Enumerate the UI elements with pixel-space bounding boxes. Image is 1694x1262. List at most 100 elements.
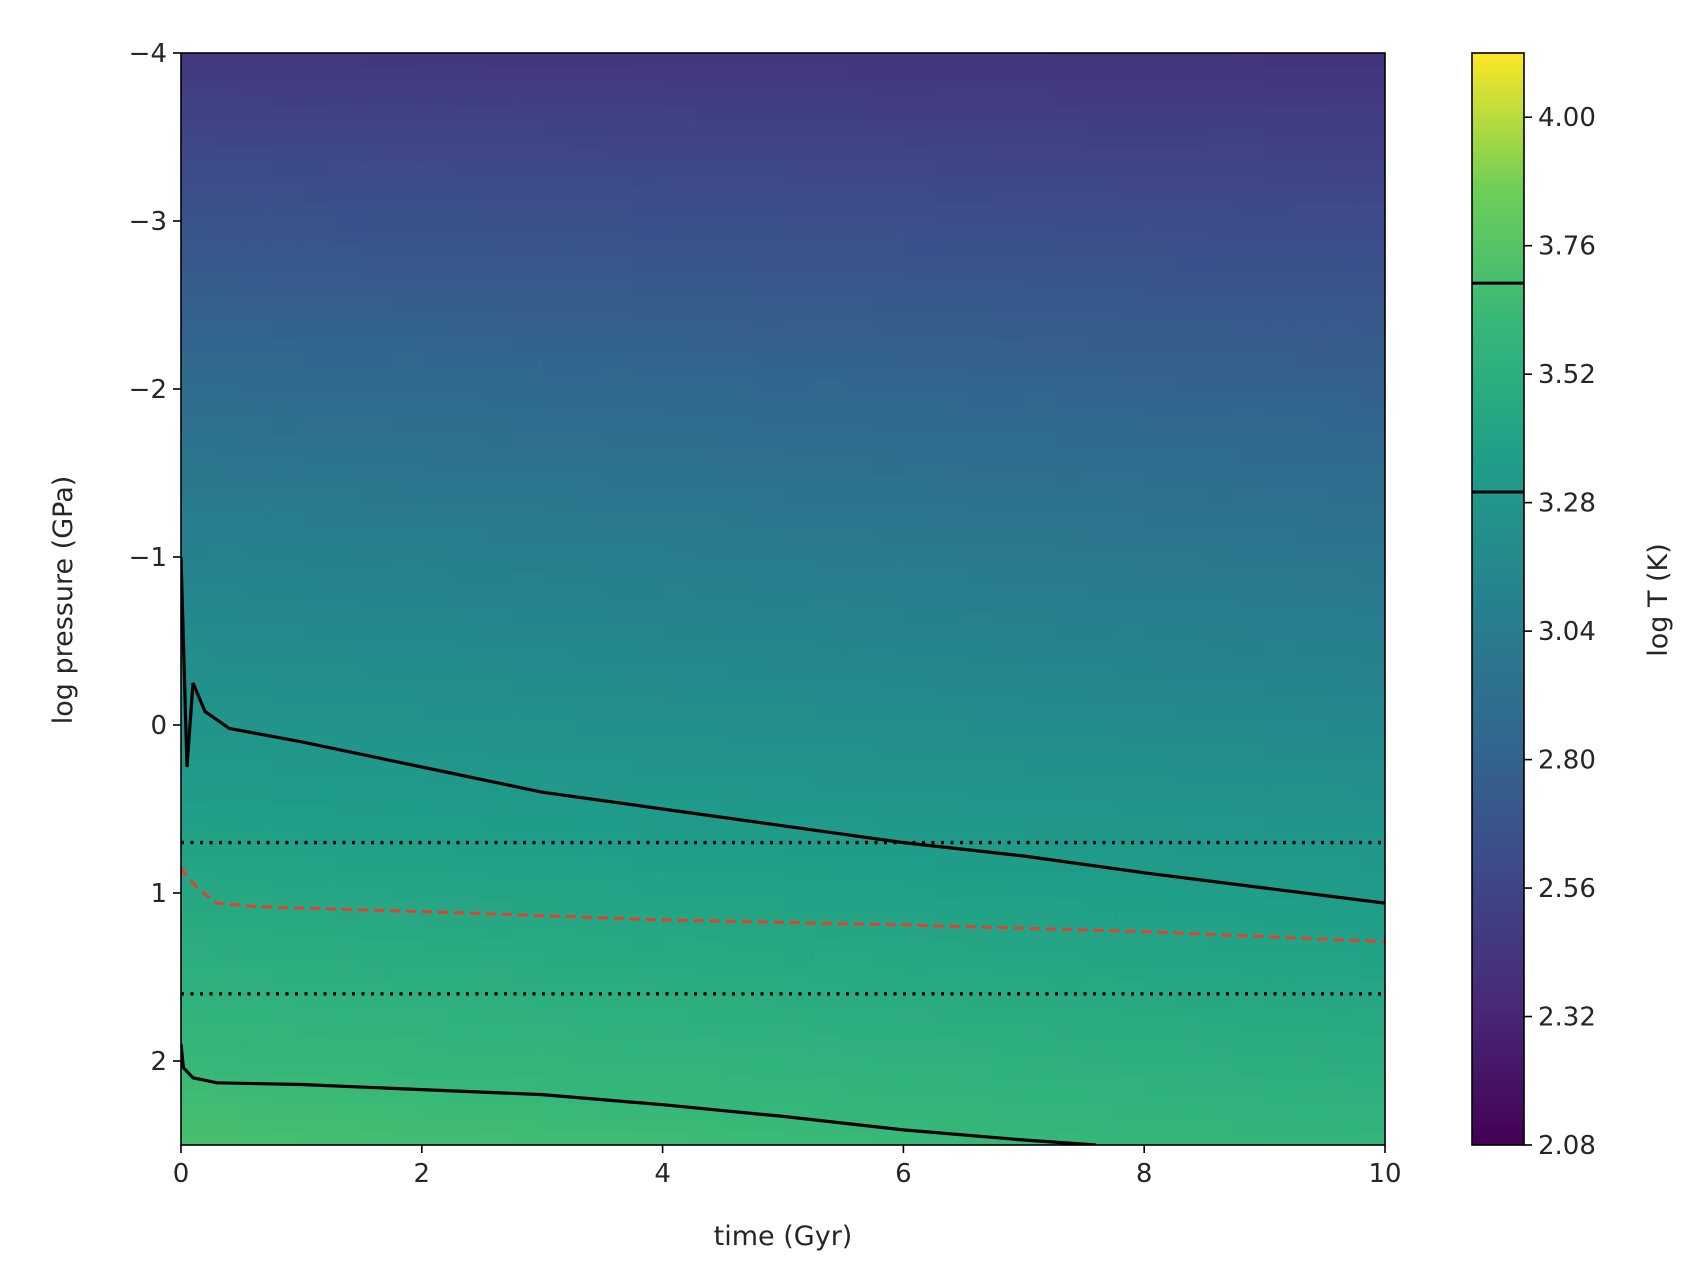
field-cell <box>512 571 543 586</box>
field-cell <box>331 735 363 750</box>
field-cell <box>451 203 483 218</box>
field-cell <box>662 1063 694 1078</box>
field-cell <box>813 680 844 696</box>
field-cell <box>482 735 513 750</box>
field-cell <box>813 93 844 109</box>
field-cell <box>722 667 754 682</box>
field-cell <box>572 421 603 436</box>
field-cell <box>542 735 573 750</box>
field-cell <box>1114 803 1145 818</box>
field-cell <box>572 517 603 532</box>
field-cell <box>963 162 995 177</box>
field-cell <box>271 216 302 232</box>
field-cell <box>361 380 393 395</box>
field-cell <box>1234 80 1266 95</box>
field-cell <box>662 230 694 245</box>
field-cell <box>602 1104 634 1119</box>
field-cell <box>752 831 784 846</box>
field-cell <box>572 653 603 668</box>
field-cell <box>933 407 965 423</box>
field-cell <box>482 817 513 832</box>
field-cell <box>602 1022 634 1037</box>
field-cell <box>1174 353 1205 368</box>
field-cell <box>993 599 1025 614</box>
field-cell <box>783 80 814 95</box>
field-cell <box>361 653 393 668</box>
field-cell <box>1204 80 1236 95</box>
field-cell <box>692 599 724 614</box>
field-cell <box>211 285 242 300</box>
field-cell <box>813 312 844 327</box>
field-cell <box>271 244 302 259</box>
field-cell <box>421 817 453 832</box>
field-cell <box>602 639 634 655</box>
field-cell <box>1023 244 1055 259</box>
field-cell <box>1023 489 1055 505</box>
field-cell <box>241 366 272 382</box>
field-cell <box>391 994 423 1010</box>
field-cell <box>963 735 995 750</box>
field-cell <box>933 189 965 204</box>
field-cell <box>421 680 453 696</box>
field-cell <box>181 762 212 778</box>
field-cell <box>1174 462 1205 477</box>
field-cell <box>361 981 393 996</box>
field-cell <box>1144 189 1175 204</box>
field-cell <box>512 981 543 996</box>
field-cell <box>451 134 483 150</box>
field-cell <box>963 285 995 300</box>
field-cell <box>843 394 874 409</box>
field-cell <box>421 121 453 136</box>
field-cell <box>963 721 995 737</box>
field-cell <box>572 326 603 341</box>
field-cell <box>963 339 995 354</box>
field-cell <box>933 544 965 559</box>
colorbar-tick-label: 2.08 <box>1538 1131 1596 1161</box>
field-cell <box>301 53 333 68</box>
field-cell <box>783 448 814 464</box>
field-cell <box>301 994 333 1010</box>
field-cell <box>331 134 363 150</box>
field-cell <box>813 735 844 750</box>
field-cell <box>783 544 814 559</box>
field-cell <box>1234 872 1266 887</box>
field-cell <box>1294 503 1326 518</box>
field-cell <box>1144 107 1175 122</box>
field-cell <box>1144 162 1175 177</box>
field-cell <box>1084 585 1115 600</box>
field-cell <box>1204 312 1236 327</box>
field-cell <box>662 175 694 191</box>
field-cell <box>1023 680 1055 696</box>
field-cell <box>1234 394 1266 409</box>
field-cell <box>451 899 483 914</box>
field-cell <box>963 653 995 668</box>
field-cell <box>1324 667 1356 682</box>
field-cell <box>1204 366 1236 382</box>
field-cell <box>1264 626 1296 641</box>
field-cell <box>813 558 844 573</box>
field-cell <box>1294 1022 1326 1037</box>
colorbar-tick-label: 3.04 <box>1538 617 1596 647</box>
field-cell <box>421 366 453 382</box>
field-cell <box>482 585 513 600</box>
field-cell <box>963 326 995 341</box>
field-cell <box>662 107 694 122</box>
field-cell <box>1264 940 1296 955</box>
field-cell <box>1053 380 1085 395</box>
field-cell <box>301 953 333 969</box>
field-cell <box>1023 612 1055 627</box>
field-cell <box>1084 162 1115 177</box>
field-cell <box>873 680 904 696</box>
field-cell <box>271 66 302 81</box>
field-cell <box>1234 1022 1266 1037</box>
field-cell <box>752 435 784 450</box>
field-cell <box>451 1063 483 1078</box>
field-cell <box>572 844 603 859</box>
field-cell <box>1294 735 1326 750</box>
field-cell <box>361 735 393 750</box>
field-cell <box>331 271 363 286</box>
field-cell <box>512 1035 543 1051</box>
field-cell <box>361 407 393 423</box>
field-cell <box>662 680 694 696</box>
field-cell <box>241 435 272 450</box>
